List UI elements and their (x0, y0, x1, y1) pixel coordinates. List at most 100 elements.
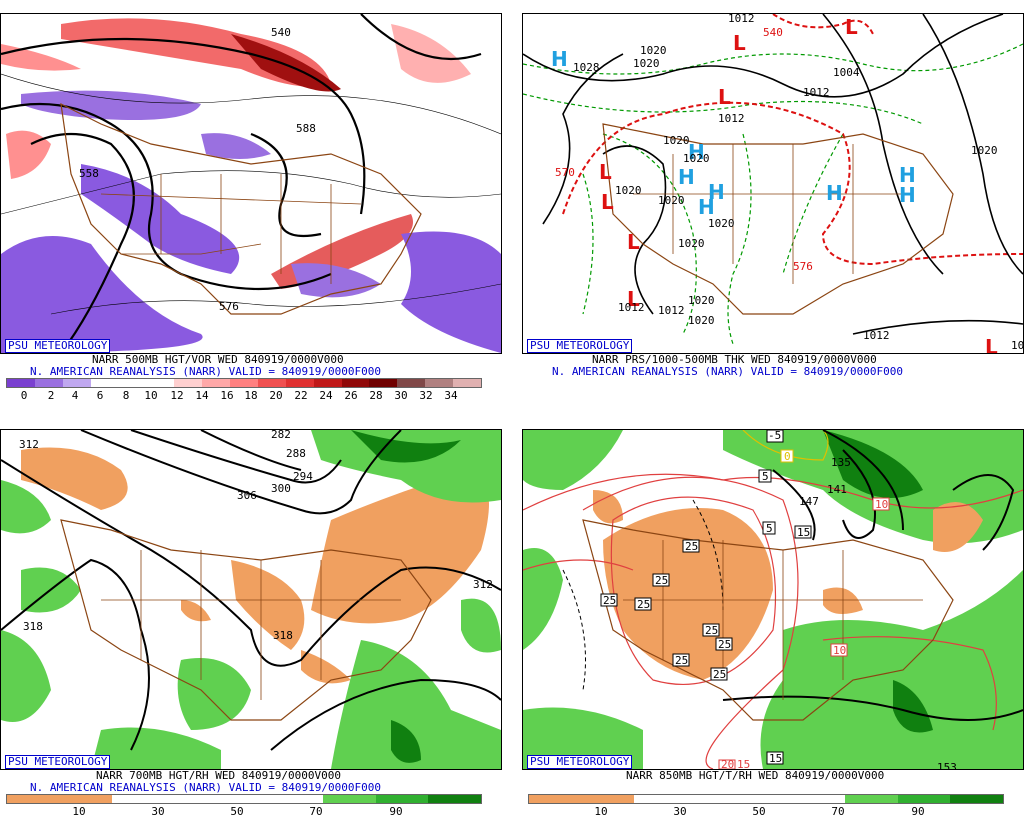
contour-label: 318 (273, 629, 293, 642)
contour-label-588: 588 (296, 122, 316, 135)
low-pressure-marker: L (601, 190, 614, 214)
panel-title-line1: NARR 500MB HGT/VOR WED 840919/0000V000 (92, 353, 344, 366)
cbar-label: 50 (752, 805, 766, 818)
isobar-label: 1012 (803, 86, 830, 99)
low-pressure-marker: L (627, 230, 640, 254)
isobar-label: 1020 (615, 184, 642, 197)
temp-label: 15 (737, 758, 750, 769)
cbar-label: 70 (831, 805, 845, 818)
contour-label: 294 (293, 470, 313, 483)
psu-badge: PSU METEOROLOGY (5, 755, 111, 769)
contour-label: 300 (271, 482, 291, 495)
cbar-label: 28 (369, 389, 383, 402)
high-pressure-marker: H (678, 165, 695, 189)
cbar-label: 90 (911, 805, 925, 818)
map-pressure-graphics: H H H H H H H H L L L L L L L L 570 576 … (523, 14, 1023, 353)
height-label: 135 (831, 456, 851, 469)
psu-badge: PSU METEOROLOGY (527, 339, 633, 353)
low-pressure-marker: L (627, 287, 640, 311)
cbar-label: 30 (151, 805, 165, 818)
isobar-label: 10 (1011, 339, 1023, 352)
contour-label-576: 576 (219, 300, 239, 313)
height-label: 141 (827, 483, 847, 496)
temp-label: 15 (797, 526, 810, 539)
cbar-label: 50 (230, 805, 244, 818)
thickness-label-540: 540 (763, 26, 783, 39)
high-pressure-marker: H (899, 183, 916, 207)
cbar-label: 20 (269, 389, 283, 402)
panel-500mb-vorticity: 540 558 576 588 PSU METEOROLOGY NARR 500… (0, 0, 502, 404)
temp-label: 25 (655, 574, 668, 587)
low-pressure-marker: L (733, 31, 746, 55)
height-label: 153 (937, 761, 957, 769)
isobar-label: 1020 (663, 134, 690, 147)
height-label: 147 (799, 495, 819, 508)
cbar-label: 26 (344, 389, 358, 402)
isobar-label: 1028 (573, 61, 600, 74)
thickness-label-576: 576 (793, 260, 813, 273)
rh-colorbar (528, 794, 1004, 804)
isobar-label: 1020 (633, 57, 660, 70)
panel-850mb-temp-rh: 25 25 25 25 25 25 25 25 15 10 10 5 5 -5 … (522, 416, 1024, 819)
high-pressure-marker: H (899, 163, 916, 187)
cbar-label: 18 (244, 389, 258, 402)
temp-label: 25 (675, 654, 688, 667)
isobar-label: 1004 (833, 66, 860, 79)
contour-label: 282 (271, 430, 291, 441)
panel-pressure-thickness: H H H H H H H H L L L L L L L L 570 576 … (522, 0, 1024, 404)
cbar-label: 30 (673, 805, 687, 818)
cbar-label: 4 (71, 389, 79, 402)
panel-title-line2: N. AMERICAN REANALYSIS (NARR) VALID = 84… (552, 365, 903, 378)
temp-label: 10 (875, 498, 888, 511)
contour-label: 312 (19, 438, 39, 451)
panel-title-line1: NARR 850MB HGT/T/RH WED 840919/0000V000 (626, 769, 885, 782)
isobar-label: 1020 (678, 237, 705, 250)
cbar-label: 16 (220, 389, 234, 402)
map-500mb: 540 558 576 588 PSU METEOROLOGY (0, 13, 502, 354)
isobar-label: 1020 (971, 144, 998, 157)
contour-label: 318 (23, 620, 43, 633)
cbar-label: 90 (389, 805, 403, 818)
panel-title-line2: N. AMERICAN REANALYSIS (NARR) VALID = 84… (30, 365, 381, 378)
temp-label: 10 (833, 644, 846, 657)
isobar-label: 1012 (718, 112, 745, 125)
temp-label: 0 (784, 450, 791, 463)
temp-label: 25 (718, 638, 731, 651)
contour-label: 312 (473, 578, 493, 591)
isobar-label: 1020 (688, 294, 715, 307)
high-pressure-marker: H (708, 180, 725, 204)
panel-700mb-rh: 312 282 288 294 306 300 318 318 312 PSU … (0, 416, 502, 819)
isobar-label: 1020 (688, 314, 715, 327)
cbar-label: 10 (72, 805, 86, 818)
low-pressure-marker: L (599, 160, 612, 184)
map-700mb-graphics: 312 282 288 294 306 300 318 318 312 (1, 430, 501, 769)
contour-label-558: 558 (79, 167, 99, 180)
cbar-label: 12 (170, 389, 184, 402)
high-pressure-marker: H (826, 181, 843, 205)
temp-label: 25 (713, 668, 726, 681)
cbar-label: 14 (195, 389, 209, 402)
low-pressure-marker: L (985, 335, 998, 353)
map-700mb: 312 282 288 294 306 300 318 318 312 PSU … (0, 429, 502, 770)
temp-label: 15 (769, 752, 782, 765)
temp-label: 5 (762, 470, 769, 483)
isobar-label: 1012 (728, 14, 755, 25)
cbar-label: 24 (319, 389, 333, 402)
map-500mb-graphics: 540 558 576 588 (1, 14, 501, 353)
high-pressure-marker: H (551, 47, 568, 71)
panel-title-line1: NARR 700MB HGT/RH WED 840919/0000V000 (96, 769, 342, 782)
cbar-label: 2 (47, 389, 55, 402)
isobar-label: 1020 (683, 152, 710, 165)
vorticity-colorbar (6, 378, 482, 388)
cbar-label: 8 (122, 389, 130, 402)
cbar-label: 6 (96, 389, 104, 402)
contour-label: 288 (286, 447, 306, 460)
cbar-label: 30 (394, 389, 408, 402)
cbar-label: 0 (20, 389, 28, 402)
contour-label-540: 540 (271, 26, 291, 39)
isobar-label: 1012 (618, 301, 645, 314)
map-850mb-graphics: 25 25 25 25 25 25 25 25 15 10 10 5 5 -5 … (523, 430, 1023, 769)
high-pressure-marker: H (688, 140, 705, 164)
cbar-label: 32 (419, 389, 433, 402)
temp-label: -5 (768, 430, 781, 442)
